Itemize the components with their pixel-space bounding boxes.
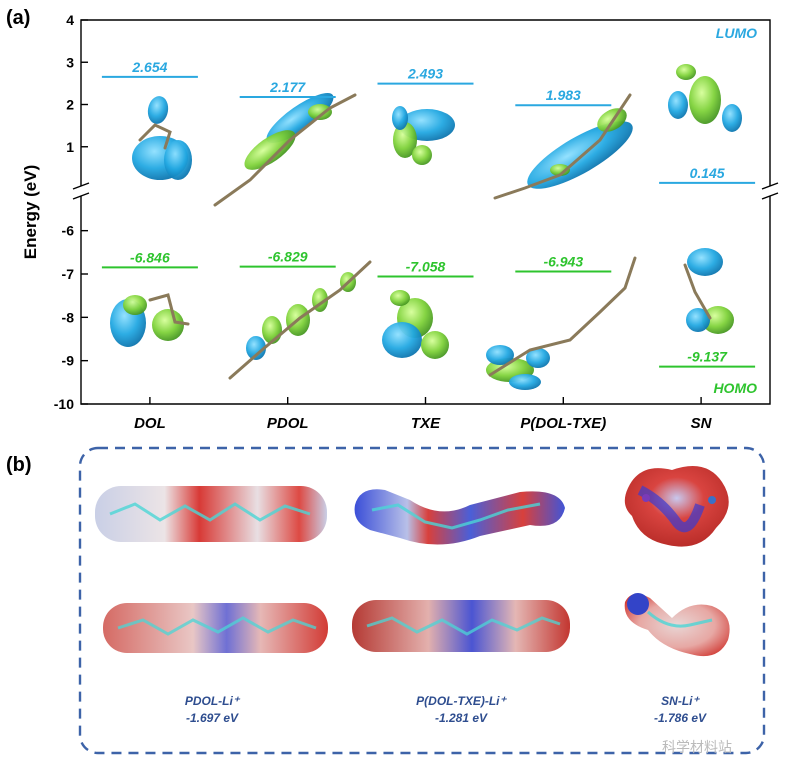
y-tick-label: 2 bbox=[66, 97, 74, 113]
esp-label-pdol-li-value: -1.697 eV bbox=[186, 711, 239, 725]
lumo-value-label: 2.177 bbox=[269, 79, 306, 95]
orbital-lobe bbox=[393, 122, 417, 158]
homo-value-label: -7.058 bbox=[406, 259, 446, 275]
orbital-lobe bbox=[722, 104, 742, 132]
lumo-value-label: 2.493 bbox=[407, 66, 443, 82]
esp-dashed-frame bbox=[78, 446, 766, 755]
x-tick-label: SN bbox=[691, 415, 713, 432]
orbital-lobe bbox=[421, 331, 449, 359]
orbital-lobe bbox=[550, 164, 570, 176]
esp-pdol-txe-surface bbox=[354, 489, 565, 545]
lumo-corner-label: LUMO bbox=[716, 25, 757, 41]
orbital-lobe bbox=[689, 76, 721, 124]
x-tick-label: DOL bbox=[134, 415, 166, 432]
lumo-value-label: 2.654 bbox=[131, 59, 167, 75]
orbital-lobe bbox=[668, 91, 688, 119]
orbital-lobe bbox=[123, 295, 147, 315]
homo-value-label: -9.137 bbox=[687, 349, 728, 365]
esp-sn-li-surface bbox=[624, 593, 730, 657]
orbital-lobe bbox=[390, 290, 410, 306]
orbital-lobe bbox=[509, 374, 541, 390]
homo-value-label: -6.846 bbox=[130, 249, 170, 265]
orbital-lobe bbox=[486, 345, 514, 365]
orbital-lobe bbox=[687, 248, 723, 276]
orbital-lobe bbox=[308, 104, 332, 120]
esp-label-pdol-li-name: PDOL-Li⁺ bbox=[185, 694, 241, 708]
molecular-orbital-renders bbox=[110, 64, 742, 390]
homo-value-label: -6.943 bbox=[543, 254, 583, 270]
esp-label-sn-li-value: -1.786 eV bbox=[654, 711, 707, 725]
orbital-lobe bbox=[676, 64, 696, 80]
molecule-bonds bbox=[488, 256, 637, 377]
x-tick-label: TXE bbox=[411, 415, 441, 432]
orbital-lobe bbox=[164, 140, 192, 180]
orbital-lobe bbox=[382, 322, 422, 358]
orbital-lobe bbox=[686, 308, 710, 332]
esp-pdol-li-surface bbox=[103, 603, 328, 653]
esp-surfaces bbox=[95, 466, 730, 657]
energy-levels: 2.654 2.177 2.493 1.983 0.145 -6.846 -6.829 -7.… bbox=[101, 59, 756, 368]
y-tick-label: 1 bbox=[66, 139, 74, 155]
orbital-lobe bbox=[147, 96, 169, 124]
panel-a-label: (a) bbox=[6, 7, 30, 29]
y-tick-label: 4 bbox=[66, 12, 74, 28]
axis-break-marks bbox=[72, 182, 779, 200]
watermark: 科学材料站 bbox=[662, 740, 732, 756]
molecule-bonds bbox=[228, 260, 372, 380]
orbital-lobe bbox=[244, 130, 296, 170]
molecule-bonds bbox=[683, 263, 712, 320]
lumo-value-label: 1.983 bbox=[546, 87, 581, 103]
orbital-lobe bbox=[702, 306, 734, 334]
y-tick-label: 3 bbox=[66, 54, 74, 70]
y-tick-label: -6 bbox=[62, 223, 75, 239]
lumo-value-label: 0.145 bbox=[690, 165, 725, 181]
esp-pdol-txe-li-surface bbox=[352, 600, 570, 652]
esp-label-pdol-txe-li-value: -1.281 eV bbox=[435, 711, 488, 725]
y-axis-title: Energy (eV) bbox=[21, 165, 40, 259]
orbital-lobe bbox=[526, 348, 550, 368]
y-tick-label: -7 bbox=[62, 266, 75, 282]
x-tick-label: P(DOL-TXE) bbox=[520, 415, 606, 432]
esp-sn-surface bbox=[624, 466, 729, 547]
y-tick-label: -10 bbox=[54, 396, 74, 412]
orbital-lobe bbox=[392, 106, 408, 130]
y-tick-label: -8 bbox=[62, 309, 75, 325]
orbital-lobe bbox=[412, 145, 432, 165]
esp-label-sn-li-name: SN-Li⁺ bbox=[661, 694, 700, 708]
homo-value-label: -6.829 bbox=[268, 249, 308, 265]
panel-b-label: (b) bbox=[6, 454, 32, 476]
molecule-bonds bbox=[148, 293, 190, 326]
molecule-bonds bbox=[213, 93, 357, 207]
axis-ticks: 1 2 3 4 -6 -7 -8 -9 -10 DOL PDOL TXE P(DOL-TXE) SN bbox=[54, 12, 713, 432]
x-tick-label: PDOL bbox=[267, 415, 309, 432]
orbital-lobe bbox=[152, 309, 184, 341]
molecule-bonds bbox=[493, 93, 632, 200]
y-tick-label: -9 bbox=[62, 353, 75, 369]
esp-pdol-surface bbox=[95, 486, 327, 542]
molecule-bonds bbox=[138, 123, 172, 150]
orbital-lobe bbox=[246, 336, 266, 360]
homo-corner-label: HOMO bbox=[713, 380, 757, 396]
esp-label-pdol-txe-li-name: P(DOL-TXE)-Li⁺ bbox=[416, 694, 507, 708]
